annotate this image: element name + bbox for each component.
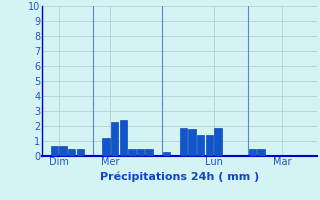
Bar (180, 128, 187, 156)
Bar (257, 148, 265, 156)
Bar (188, 129, 196, 156)
Bar (146, 149, 153, 156)
Bar (51, 146, 58, 156)
Bar (137, 148, 144, 156)
Bar (249, 148, 256, 156)
Bar (163, 152, 170, 156)
Bar (128, 148, 136, 156)
Bar (120, 120, 127, 156)
X-axis label: Précipitations 24h ( mm ): Précipitations 24h ( mm ) (100, 172, 259, 182)
Bar (77, 149, 84, 156)
Bar (68, 149, 75, 156)
Bar (111, 121, 118, 156)
Bar (102, 138, 110, 156)
Bar (197, 135, 204, 156)
Bar (60, 146, 67, 156)
Bar (206, 135, 213, 156)
Bar (214, 128, 221, 156)
